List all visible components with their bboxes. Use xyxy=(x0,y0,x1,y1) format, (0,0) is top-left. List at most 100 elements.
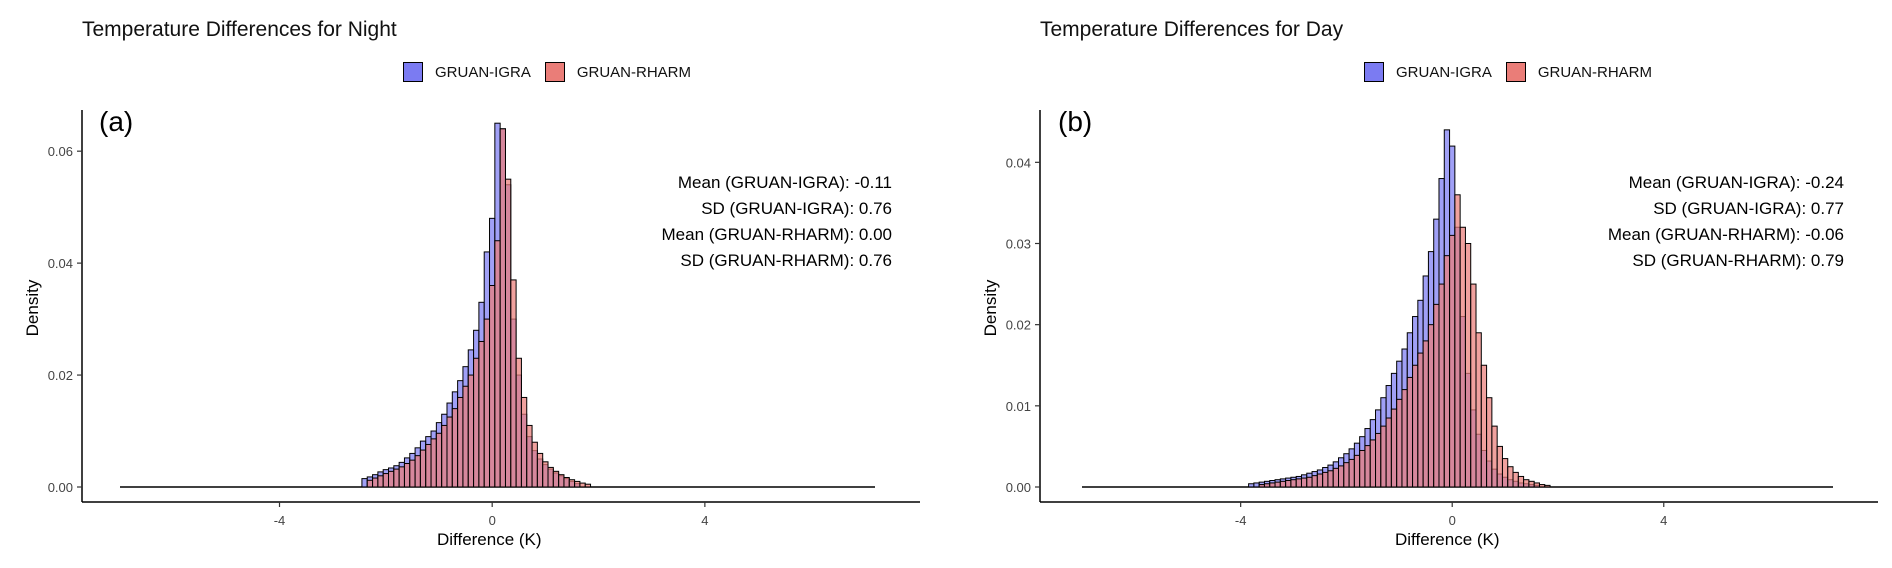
histogram-bar xyxy=(1427,324,1435,488)
chart-plot-area: 0.00 0.01 0.02 0.03 0.04 -4 0 4 xyxy=(1006,110,1878,528)
histogram-bar xyxy=(1496,445,1503,488)
histogram-bar xyxy=(1517,475,1525,488)
histogram-bar xyxy=(584,483,592,488)
histogram-bar xyxy=(510,279,517,488)
histogram-bar xyxy=(1380,425,1387,488)
histogram-bar xyxy=(419,449,427,488)
histogram-bar xyxy=(1316,473,1324,488)
legend-label-igra: GRUAN-IGRA xyxy=(435,63,531,81)
legend-label-rharm: GRUAN-RHARM xyxy=(1537,63,1653,81)
histogram-bar xyxy=(478,340,485,488)
histogram-bar xyxy=(1390,408,1398,488)
chart-legend: GRUAN-IGRA GRUAN-RHARM xyxy=(1364,62,1666,82)
histogram-bar xyxy=(1528,480,1535,488)
x-tick-label: 4 xyxy=(1660,513,1667,528)
histogram-bar xyxy=(1475,332,1482,488)
histogram-bar xyxy=(526,424,533,488)
series-rharm xyxy=(1258,194,1551,488)
histogram-bar xyxy=(1438,283,1445,488)
histogram-bar xyxy=(430,438,437,488)
legend-label-igra: GRUAN-IGRA xyxy=(1396,63,1492,81)
y-tick-label: 0.03 xyxy=(1006,236,1031,251)
histogram-bar xyxy=(366,479,374,488)
histogram-bar xyxy=(1512,471,1519,488)
histogram-bar xyxy=(388,470,395,488)
y-tick-label: 0.02 xyxy=(1006,318,1031,333)
legend-swatch-rharm xyxy=(544,62,565,82)
panel-tag: (b) xyxy=(1058,106,1093,137)
panel-tag: (a) xyxy=(99,106,134,137)
y-axis-label: Density xyxy=(23,279,42,337)
legend-swatch-igra xyxy=(403,62,423,82)
histogram-bar xyxy=(574,480,581,488)
histogram-bar xyxy=(1417,352,1424,488)
legend-item-igra: GRUAN-IGRA xyxy=(1364,62,1492,82)
histogram-bar xyxy=(377,475,384,488)
legend-swatch-igra xyxy=(1364,62,1384,82)
histogram-bar xyxy=(504,178,512,488)
histogram-bar xyxy=(1274,481,1281,488)
y-tick-label: 0.00 xyxy=(48,480,73,495)
histogram-bar xyxy=(446,416,453,488)
histogram-bar xyxy=(1290,479,1297,488)
y-tick-label: 0.04 xyxy=(1006,155,1031,170)
histogram-bar xyxy=(1322,471,1329,488)
histogram-bar xyxy=(467,374,475,488)
stats-annotation: Mean (GRUAN-IGRA): -0.11 SD (GRUAN-IGRA)… xyxy=(662,170,893,274)
histogram-bar xyxy=(457,396,464,488)
histogram-bar xyxy=(1406,376,1414,488)
histogram-bar xyxy=(1348,458,1355,488)
histogram-bar xyxy=(1480,364,1488,488)
histogram-bar xyxy=(1449,234,1456,488)
legend-item-rharm: GRUAN-RHARM xyxy=(1505,62,1653,82)
histogram-bar xyxy=(494,240,501,488)
histogram-bar xyxy=(1279,480,1287,488)
histogram-bar xyxy=(425,443,432,488)
histogram-bar xyxy=(1401,389,1408,488)
histogram-bar xyxy=(483,318,491,488)
legend-item-igra: GRUAN-IGRA xyxy=(403,62,531,82)
legend-swatch-rharm xyxy=(1505,62,1526,82)
stat-line: SD (GRUAN-RHARM): 0.79 xyxy=(1632,251,1844,270)
histogram-bar xyxy=(558,474,565,488)
histogram-bar xyxy=(1327,470,1334,488)
histogram-bar xyxy=(1338,465,1345,488)
histogram-bar xyxy=(1253,482,1260,488)
histogram-bar xyxy=(1295,478,1302,488)
histogram-bar xyxy=(1385,417,1392,488)
stat-line: SD (GRUAN-IGRA): 0.77 xyxy=(1653,199,1844,218)
stat-line: SD (GRUAN-IGRA): 0.76 xyxy=(701,199,892,218)
histogram-bar xyxy=(1470,283,1477,488)
legend-item-rharm: GRUAN-RHARM xyxy=(544,62,692,82)
histogram-bar xyxy=(520,396,528,488)
histogram-bar xyxy=(473,357,480,488)
histogram-bar xyxy=(1258,484,1265,488)
histogram-bar xyxy=(1491,425,1498,488)
stats-annotation: Mean (GRUAN-IGRA): -0.24 SD (GRUAN-IGRA)… xyxy=(1608,170,1844,274)
legend-label-rharm: GRUAN-RHARM xyxy=(576,63,692,81)
histogram-bar xyxy=(1523,479,1530,488)
histogram-bar xyxy=(1533,482,1540,488)
histogram-bar xyxy=(414,455,421,488)
histogram-bar xyxy=(1369,439,1377,488)
y-tick-label: 0.00 xyxy=(1006,480,1031,495)
histogram-bar xyxy=(1433,303,1440,488)
histogram-bar xyxy=(568,479,576,488)
y-tick-label: 0.02 xyxy=(48,368,73,383)
histogram-bar xyxy=(1332,467,1340,488)
chart-title: Temperature Differences for Day xyxy=(1040,18,1344,41)
histogram-bar xyxy=(1285,480,1292,488)
histogram-bar xyxy=(1353,454,1361,488)
x-axis-label: Difference (K) xyxy=(437,530,542,549)
histogram-bar xyxy=(1364,445,1371,488)
histogram-bar xyxy=(441,424,448,488)
histogram-bar xyxy=(372,477,379,488)
histogram-bar xyxy=(398,466,405,488)
histogram-bar xyxy=(1359,449,1366,488)
histogram-bar xyxy=(451,408,459,488)
histogram-bar xyxy=(1248,483,1255,488)
chart-panel-day: Temperature Differences for Day GRUAN-IG… xyxy=(958,0,1892,568)
histogram-bar xyxy=(579,482,586,488)
histogram-bar xyxy=(1501,458,1509,488)
x-tick-label: 0 xyxy=(489,513,496,528)
